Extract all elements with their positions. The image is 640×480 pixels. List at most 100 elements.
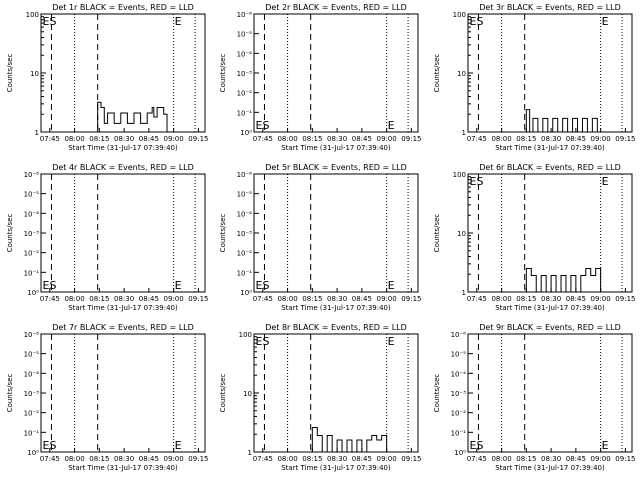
marker-label-es: ES <box>256 119 270 132</box>
x-tick-label: 09:00 <box>164 455 184 463</box>
x-tick-label: 09:00 <box>591 295 611 303</box>
plot-frame <box>40 13 206 133</box>
chart-panel-5: Det 5r BLACK = Events, RED = LLD Counts/s… <box>219 163 421 312</box>
x-tick-label: 08:15 <box>516 295 536 303</box>
chart-panel-3: Det 3r BLACK = Events, RED = LLD Counts/s… <box>433 3 635 152</box>
y-axis-label: Counts/sec <box>433 214 441 253</box>
y-tick-label: 1 <box>35 129 39 137</box>
marker-label-e: E <box>175 15 182 28</box>
x-tick-label: 09:00 <box>591 135 611 143</box>
y-tick-label: 1 <box>462 129 466 137</box>
marker-label-es: ES <box>470 15 484 28</box>
x-tick-label: 07:45 <box>40 455 60 463</box>
x-tick-label: 08:15 <box>516 455 536 463</box>
y-tick-label: 10⁻⁴ <box>237 50 253 58</box>
x-tick-label: 08:00 <box>277 135 297 143</box>
x-axis-label: Start Time (31-Jul-17 07:39:40) <box>68 304 178 312</box>
x-tick-label: 08:45 <box>139 135 159 143</box>
y-tick-label: 10⁻¹ <box>237 269 253 277</box>
y-tick-label: 10⁻⁶ <box>24 171 40 179</box>
y-tick-label: 10⁻³ <box>237 70 253 78</box>
marker-label-es: ES <box>470 439 484 452</box>
x-tick-label: 08:45 <box>566 295 586 303</box>
x-tick-label: 08:15 <box>516 135 536 143</box>
y-tick-label: 10⁰ <box>27 449 39 457</box>
y-tick-label: 10⁻¹ <box>237 109 253 117</box>
y-tick-label: 10⁻³ <box>451 390 467 398</box>
chart-panel-1: Det 1r BLACK = Events, RED = LLD Counts/s… <box>6 3 208 152</box>
y-tick-label: 10⁻³ <box>237 230 253 238</box>
x-tick-label: 07:45 <box>253 135 273 143</box>
x-tick-label: 08:30 <box>327 135 347 143</box>
x-tick-label: 08:45 <box>139 455 159 463</box>
plot-frame <box>40 333 206 453</box>
y-tick-label: 10⁻³ <box>24 390 40 398</box>
chart-title: Det 3r BLACK = Events, RED = LLD <box>479 3 621 12</box>
x-tick-label: 09:00 <box>164 135 184 143</box>
y-tick-label: 10⁻⁵ <box>237 31 253 39</box>
chart-panel-8: Det 8r BLACK = Events, RED = LLD Counts/s… <box>219 323 421 472</box>
x-tick-label: 08:00 <box>64 455 84 463</box>
x-tick-label: 08:45 <box>139 295 159 303</box>
y-tick-label: 10⁻⁶ <box>237 171 253 179</box>
series-line-1 <box>310 427 389 453</box>
y-axis-label: Counts/sec <box>6 214 14 253</box>
chart-title: Det 9r BLACK = Events, RED = LLD <box>479 323 621 332</box>
x-tick-label: 08:00 <box>277 455 297 463</box>
marker-label-e: E <box>388 119 395 132</box>
y-tick-label: 10⁻⁶ <box>24 331 40 339</box>
y-tick-label: 10⁻¹ <box>24 429 40 437</box>
marker-label-es: ES <box>470 175 484 188</box>
x-tick-label: 08:45 <box>566 135 586 143</box>
chart-panel-7: Det 7r BLACK = Events, RED = LLD Counts/s… <box>6 323 208 472</box>
y-tick-label: 10⁻¹ <box>451 429 467 437</box>
x-axis-label: Start Time (31-Jul-17 07:39:40) <box>495 304 605 312</box>
x-tick-label: 08:45 <box>352 455 372 463</box>
y-tick-label: 10⁻⁶ <box>451 331 467 339</box>
y-tick-label: 100 <box>453 171 466 179</box>
marker-label-e: E <box>175 439 182 452</box>
x-tick-label: 08:30 <box>541 455 561 463</box>
x-tick-label: 09:15 <box>401 295 421 303</box>
x-axis-label: Start Time (31-Jul-17 07:39:40) <box>281 144 391 152</box>
plot-frame <box>467 173 633 293</box>
x-tick-label: 07:45 <box>253 455 273 463</box>
y-tick-label: 10⁰ <box>240 289 252 297</box>
y-tick-label: 10⁰ <box>240 129 252 137</box>
chart-title: Det 2r BLACK = Events, RED = LLD <box>265 3 407 12</box>
x-axis-label: Start Time (31-Jul-17 07:39:40) <box>68 144 178 152</box>
x-tick-label: 08:45 <box>566 455 586 463</box>
x-tick-label: 09:15 <box>188 135 208 143</box>
y-tick-label: 10⁻² <box>451 410 467 418</box>
chart-title: Det 5r BLACK = Events, RED = LLD <box>265 163 407 172</box>
x-tick-label: 08:30 <box>114 295 134 303</box>
x-tick-label: 09:15 <box>188 455 208 463</box>
x-axis-label: Start Time (31-Jul-17 07:39:40) <box>281 464 391 472</box>
series-line-1 <box>524 109 603 133</box>
chart-title: Det 1r BLACK = Events, RED = LLD <box>52 3 194 12</box>
x-tick-label: 09:15 <box>401 455 421 463</box>
x-tick-label: 08:15 <box>302 455 322 463</box>
plot-frame <box>253 13 419 133</box>
y-tick-label: 10⁻³ <box>24 230 40 238</box>
y-axis-label: Counts/sec <box>219 374 227 413</box>
x-tick-label: 07:45 <box>467 135 487 143</box>
x-tick-label: 08:00 <box>64 295 84 303</box>
x-tick-label: 09:00 <box>377 135 397 143</box>
y-tick-label: 10⁻⁵ <box>24 351 40 359</box>
y-tick-label: 10⁻⁴ <box>451 370 467 378</box>
marker-label-es: ES <box>43 439 57 452</box>
marker-label-e: E <box>602 175 609 188</box>
y-axis-label: Counts/sec <box>219 214 227 253</box>
plot-frame <box>253 333 419 453</box>
y-tick-label: 10 <box>457 230 466 238</box>
x-tick-label: 09:00 <box>377 455 397 463</box>
x-tick-label: 09:15 <box>615 295 635 303</box>
x-tick-label: 08:15 <box>89 135 109 143</box>
chart-panel-4: Det 4r BLACK = Events, RED = LLD Counts/s… <box>6 163 208 312</box>
chart-panel-2: Det 2r BLACK = Events, RED = LLD Counts/s… <box>219 3 421 152</box>
y-tick-label: 10⁻⁵ <box>24 191 40 199</box>
y-axis-label: Counts/sec <box>433 374 441 413</box>
y-tick-label: 10⁻⁴ <box>24 370 40 378</box>
